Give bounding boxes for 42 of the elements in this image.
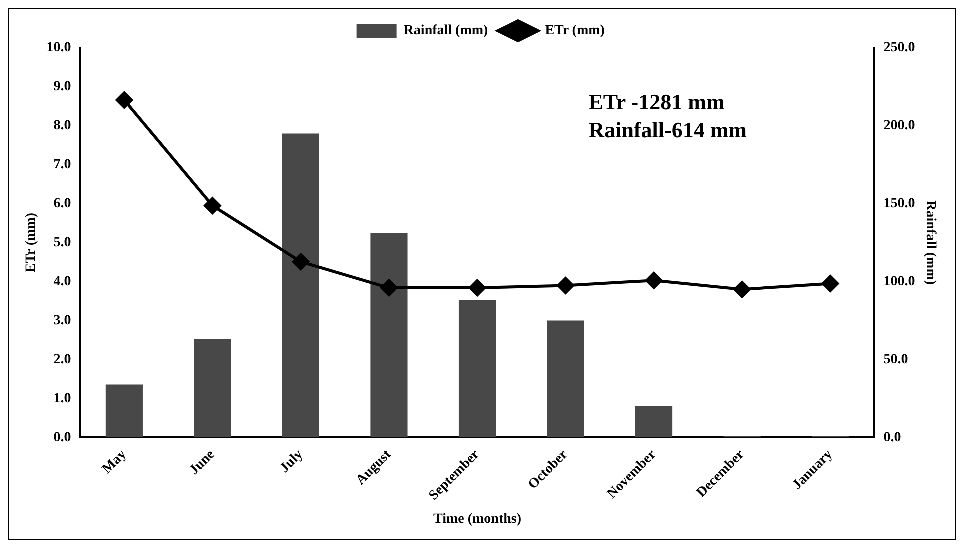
y-axis-title: ETr (mm): [24, 212, 40, 273]
y-tick-label: 7.0: [54, 158, 72, 173]
y2-tick-label: 100.0: [884, 274, 916, 290]
y-tick-label: 6.0: [54, 196, 72, 212]
y-tick-label: 9.0: [54, 80, 72, 95]
y-tick-label: 0.0: [54, 430, 72, 446]
x-axis-title: Time (months): [433, 512, 522, 528]
annotation: ETr -1281 mm: [588, 90, 725, 115]
point: [380, 280, 398, 297]
point: [469, 280, 486, 297]
bar: [106, 384, 143, 438]
bar: [370, 233, 408, 438]
bar: [282, 134, 320, 438]
legend-label: ETr (mm): [545, 24, 606, 39]
point: [292, 253, 310, 270]
bar: [458, 300, 496, 438]
y2-tick-label: 250.0: [884, 40, 916, 56]
y2-tick-label: 0.0: [884, 430, 902, 446]
y-tick-label: 1.0: [54, 391, 72, 406]
y2-axis-title: Rainfall (mm): [922, 200, 938, 286]
y-tick-label: 3.0: [54, 313, 72, 328]
x-tick-label: July: [278, 447, 306, 476]
x-tick-label: June: [187, 447, 218, 478]
y2-tick-label: 150.0: [884, 196, 916, 212]
y-tick-label: 5.0: [54, 235, 72, 250]
y2-tick-label: 50.0: [884, 352, 908, 368]
bar: [194, 339, 232, 438]
point: [557, 277, 574, 294]
y2-tick-label: 200.0: [884, 118, 916, 134]
point: [204, 197, 222, 214]
y-tick-label: 8.0: [54, 118, 72, 134]
point: [646, 272, 663, 290]
bar: [547, 320, 584, 438]
point: [822, 275, 840, 292]
y-tick-label: 2.0: [54, 352, 72, 368]
legend-label: Rainfall (mm): [404, 24, 489, 39]
point: [734, 281, 751, 298]
y-tick-label: 4.0: [54, 274, 72, 290]
point: [116, 92, 133, 109]
bar: [635, 406, 673, 438]
y-tick-label: 10.0: [46, 40, 72, 56]
annotation: Rainfall-614 mm: [588, 118, 747, 143]
